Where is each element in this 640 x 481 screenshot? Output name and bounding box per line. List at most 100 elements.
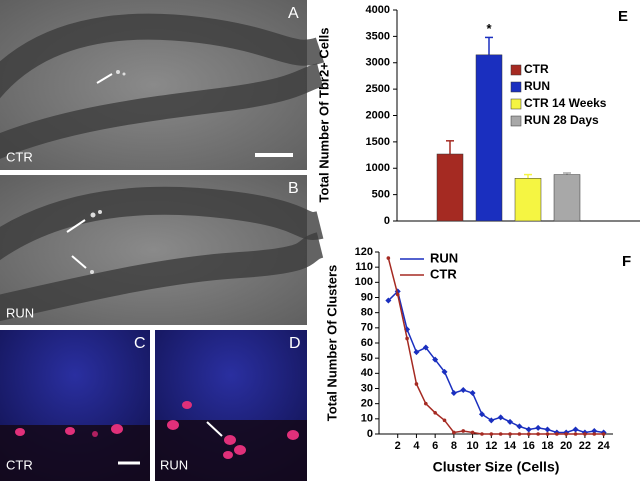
panel-letter: E bbox=[618, 8, 628, 25]
marker bbox=[535, 424, 542, 431]
series-line bbox=[387, 289, 604, 434]
panel-label: RUN bbox=[160, 457, 188, 472]
marker bbox=[405, 336, 409, 341]
panel-letter: F bbox=[622, 253, 631, 270]
y-tick-label: 80 bbox=[361, 307, 373, 319]
marker bbox=[517, 432, 522, 436]
marker bbox=[461, 429, 466, 433]
marker bbox=[572, 426, 579, 433]
marker bbox=[441, 368, 448, 375]
x-tick-label: 4 bbox=[413, 440, 420, 452]
x-tick-label: 8 bbox=[451, 440, 457, 452]
marker bbox=[508, 432, 512, 436]
y-tick-label: 10 bbox=[361, 413, 373, 425]
x-tick-label: 6 bbox=[432, 440, 438, 452]
legend-label: CTR 14 Weeks bbox=[524, 96, 607, 110]
y-tick-label: 1000 bbox=[366, 162, 390, 174]
y-tick-label: 2500 bbox=[366, 83, 390, 95]
series-line bbox=[387, 257, 604, 435]
panel-letter: B bbox=[288, 180, 299, 197]
marker bbox=[545, 432, 550, 436]
marker bbox=[544, 426, 551, 433]
y-tick-label: 110 bbox=[355, 261, 373, 273]
x-tick-label: 24 bbox=[598, 440, 611, 452]
x-tick-label: 22 bbox=[579, 440, 591, 452]
y-tick-label: 1500 bbox=[366, 136, 390, 148]
y-tick-label: 20 bbox=[361, 398, 373, 410]
legend-swatch bbox=[510, 98, 522, 110]
y-tick-label: 0 bbox=[384, 215, 390, 227]
marker bbox=[386, 256, 391, 260]
y-tick-label: 4000 bbox=[366, 4, 390, 16]
y-tick-label: 40 bbox=[361, 367, 373, 379]
y-tick-label: 3000 bbox=[366, 57, 390, 69]
y-tick-label: 3500 bbox=[366, 30, 390, 42]
legend-label: RUN bbox=[524, 79, 550, 93]
legend-swatch bbox=[510, 64, 522, 76]
panel-label: CTR bbox=[6, 149, 33, 164]
marker bbox=[601, 432, 606, 436]
marker bbox=[480, 432, 484, 436]
panel-label: RUN bbox=[6, 305, 34, 320]
legend-label: CTR bbox=[524, 62, 549, 76]
panel-letter: C bbox=[134, 335, 146, 352]
y-tick-label: 50 bbox=[361, 352, 373, 364]
y-tick-label: 500 bbox=[372, 189, 390, 201]
y-tick-label: 2000 bbox=[366, 109, 390, 121]
marker bbox=[536, 432, 540, 436]
marker bbox=[413, 349, 420, 356]
x-tick-label: 18 bbox=[541, 440, 553, 452]
panel-label: CTR bbox=[6, 457, 33, 472]
marker bbox=[489, 432, 494, 436]
bar bbox=[436, 153, 464, 222]
marker bbox=[469, 390, 476, 397]
marker bbox=[507, 418, 514, 425]
x-tick-label: 20 bbox=[560, 440, 572, 452]
x-axis-title: Cluster Size (Cells) bbox=[433, 459, 560, 475]
marker bbox=[432, 356, 439, 363]
annotation: * bbox=[486, 21, 492, 36]
marker bbox=[452, 430, 456, 435]
marker bbox=[592, 432, 597, 436]
legend-label: RUN bbox=[430, 250, 458, 265]
marker bbox=[422, 344, 429, 351]
bar bbox=[514, 178, 542, 222]
x-tick-label: 2 bbox=[395, 440, 401, 452]
marker bbox=[497, 414, 504, 421]
marker bbox=[573, 432, 578, 436]
marker bbox=[498, 432, 503, 436]
legend-swatch bbox=[510, 115, 522, 127]
legend-swatch bbox=[510, 81, 522, 93]
bar bbox=[475, 54, 503, 222]
panel-letter: A bbox=[288, 5, 299, 22]
x-tick-label: 14 bbox=[504, 440, 517, 452]
y-tick-label: 90 bbox=[361, 291, 373, 303]
marker bbox=[450, 390, 457, 397]
marker bbox=[564, 432, 568, 436]
x-tick-label: 10 bbox=[466, 440, 478, 452]
micrograph-b: B RUN bbox=[0, 175, 324, 325]
marker bbox=[555, 432, 559, 436]
y-tick-label: 70 bbox=[361, 322, 373, 334]
panel-letter: D bbox=[289, 335, 301, 352]
legend-label: RUN 28 Days bbox=[524, 113, 599, 127]
legend-label: CTR bbox=[430, 266, 457, 281]
y-tick-label: 60 bbox=[361, 337, 373, 349]
marker bbox=[516, 423, 523, 430]
y-tick-label: 30 bbox=[361, 382, 373, 394]
x-tick-label: 16 bbox=[523, 440, 535, 452]
y-axis-title: Total Number Of Clusters bbox=[324, 265, 339, 422]
marker bbox=[460, 387, 467, 394]
marker bbox=[424, 401, 428, 406]
marker bbox=[442, 418, 447, 423]
y-tick-label: 100 bbox=[355, 276, 373, 288]
x-tick-label: 12 bbox=[485, 440, 497, 452]
y-tick-label: 0 bbox=[367, 428, 373, 440]
marker bbox=[525, 426, 532, 433]
marker bbox=[470, 430, 475, 435]
marker bbox=[478, 411, 485, 418]
marker bbox=[385, 297, 392, 304]
marker bbox=[433, 410, 437, 415]
y-axis-title: Total Number Of Tbr2+ Cells bbox=[316, 28, 331, 203]
